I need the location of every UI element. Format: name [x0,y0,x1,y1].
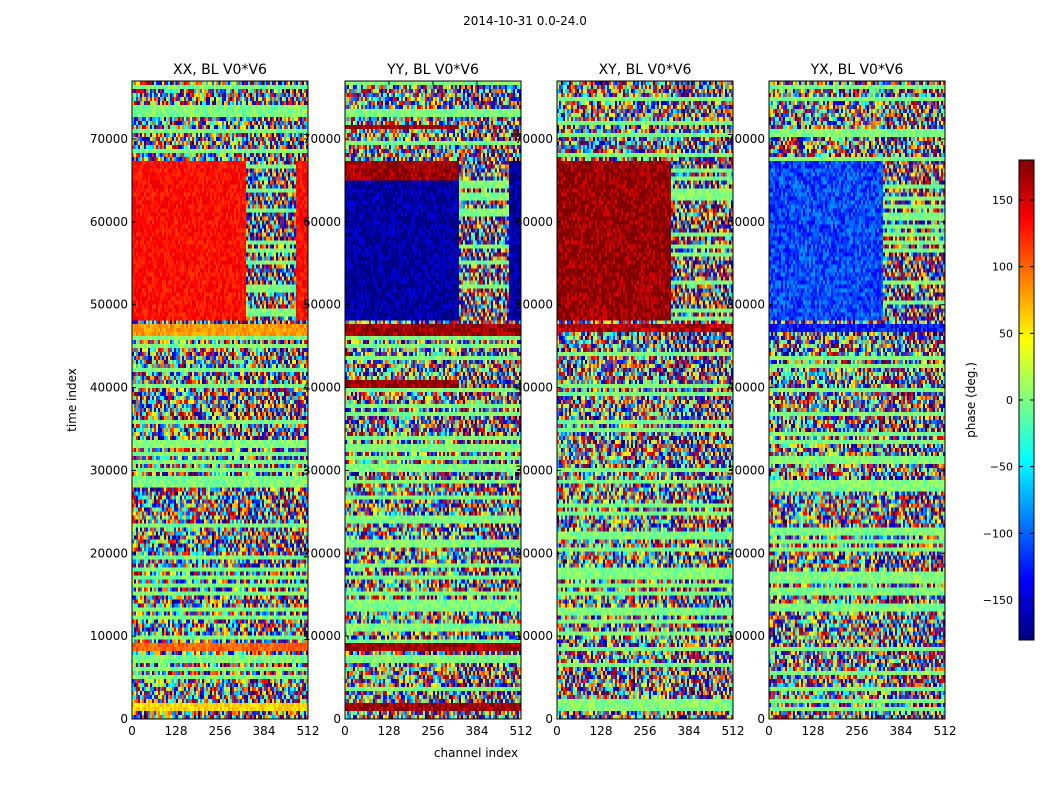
y-tick-label: 70000 [90,132,128,146]
heatmap-image [557,81,733,719]
y-tick-label: 50000 [303,298,341,312]
x-axis-label: channel index [434,746,518,760]
heatmap-image [769,81,945,719]
colorbar: −150 −100 −50 0 50 100 150 phase (deg.) [964,159,1035,641]
x-tick-label: 512 [934,724,957,738]
x-tick-label: 128 [378,724,401,738]
y-tick-label: 70000 [303,132,341,146]
y-tick-label: 0 [333,712,341,726]
x-tick-label: 0 [765,724,773,738]
y-tick-label: 60000 [515,215,553,229]
y-tick-label: 60000 [303,215,341,229]
colorbar-tick-label: 100 [992,261,1013,274]
panel-3: YX, BL V0*V6 0 128 256 384 512 0 10000 20000 3000… [727,62,957,738]
x-tick-label: 128 [590,724,613,738]
y-tick-label: 50000 [90,298,128,312]
panels-group: XX, BL V0*V6 0 128 256 384 512 0 10000 20000 3000… [90,62,957,738]
y-tick-label: 50000 [727,298,765,312]
x-tick-label: 0 [128,724,136,738]
y-tick-label: 0 [120,712,128,726]
colorbar-tick-label: −100 [983,527,1013,540]
colorbar-tick-label: 50 [999,327,1013,340]
y-tick-label: 10000 [303,629,341,643]
x-tick-label: 512 [297,724,320,738]
panel-title: YY, BL V0*V6 [386,62,479,78]
x-tick-label: 256 [422,724,445,738]
y-tick-label: 30000 [90,463,128,477]
x-tick-label: 384 [466,724,489,738]
panel-title: XX, BL V0*V6 [173,62,267,78]
y-tick-label: 20000 [727,546,765,560]
panel-1: YY, BL V0*V6 0 128 256 384 512 0 10000 20000 3000… [303,62,533,738]
y-tick-label: 0 [757,712,765,726]
x-tick-label: 384 [253,724,276,738]
x-tick-label: 128 [802,724,825,738]
panel-title: XY, BL V0*V6 [599,62,692,78]
y-tick-label: 70000 [727,132,765,146]
colorbar-tick-label: −150 [983,594,1013,607]
y-tick-label: 70000 [515,132,553,146]
heatmap-image [132,81,308,719]
y-tick-label: 10000 [90,629,128,643]
y-tick-label: 60000 [727,215,765,229]
y-tick-label: 30000 [303,463,341,477]
y-tick-label: 60000 [90,215,128,229]
y-tick-label: 40000 [515,381,553,395]
panel-0: XX, BL V0*V6 0 128 256 384 512 0 10000 20000 3000… [90,62,320,738]
panel-title: YX, BL V0*V6 [810,62,904,78]
colorbar-tick-label: 0 [1006,394,1013,407]
x-tick-label: 384 [678,724,701,738]
x-tick-label: 128 [165,724,188,738]
x-tick-label: 512 [510,724,533,738]
y-tick-label: 40000 [90,381,128,395]
colorbar-tick-label: 150 [992,194,1013,207]
heatmap-image [345,81,521,719]
x-tick-label: 256 [209,724,232,738]
y-tick-label: 20000 [90,546,128,560]
axis-labels-group: channel index time index [65,368,518,760]
panel-2: XY, BL V0*V6 0 128 256 384 512 0 10000 20000 3000… [515,62,745,738]
x-tick-label: 0 [553,724,561,738]
figure-suptitle: 2014-10-31 0.0-24.0 [463,14,587,28]
y-tick-label: 40000 [303,381,341,395]
colorbar-tick-label: −50 [990,461,1013,474]
y-axis-label: time index [65,368,79,432]
y-tick-label: 50000 [515,298,553,312]
y-tick-label: 40000 [727,381,765,395]
y-tick-label: 30000 [727,463,765,477]
y-tick-label: 10000 [515,629,553,643]
x-tick-label: 0 [341,724,349,738]
y-tick-label: 0 [545,712,553,726]
y-tick-label: 10000 [727,629,765,643]
colorbar-label: phase (deg.) [964,362,978,438]
x-tick-label: 256 [634,724,657,738]
x-tick-label: 256 [846,724,869,738]
y-tick-label: 30000 [515,463,553,477]
y-tick-label: 20000 [303,546,341,560]
x-tick-label: 512 [722,724,745,738]
x-tick-label: 384 [890,724,913,738]
y-tick-label: 20000 [515,546,553,560]
